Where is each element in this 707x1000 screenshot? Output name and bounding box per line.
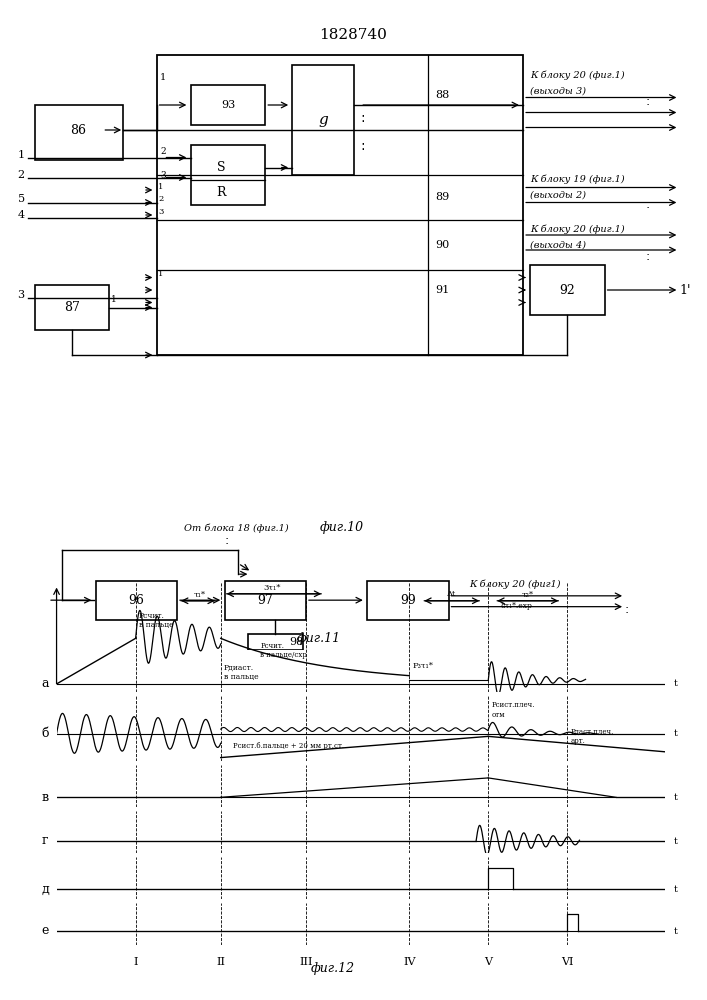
- Text: Рсист.плеч.
отм: Рсист.плеч. отм: [491, 701, 534, 719]
- Text: II: II: [216, 957, 226, 967]
- Text: г: г: [42, 834, 48, 847]
- Bar: [293, 65, 354, 175]
- Text: Рcчит.
в пальце: Рcчит. в пальце: [139, 612, 173, 629]
- Text: 1: 1: [110, 296, 116, 304]
- Text: t: t: [674, 836, 677, 845]
- Text: 99: 99: [400, 594, 416, 607]
- Text: От блока 18 (фиг.1): От блока 18 (фиг.1): [184, 523, 288, 533]
- Text: 1: 1: [158, 183, 163, 191]
- Text: 89: 89: [435, 192, 449, 202]
- Text: К блоку 20 (фиг.1): К блоку 20 (фиг.1): [530, 225, 624, 234]
- Text: Р₃τ₁*: Р₃τ₁*: [412, 661, 433, 669]
- Text: 92: 92: [559, 284, 575, 296]
- Bar: [530, 265, 604, 315]
- Bar: [35, 105, 123, 160]
- Text: Рcчит.
в пальце/сxр: Рcчит. в пальце/сxр: [260, 642, 307, 659]
- Text: 8τ₁*.exp: 8τ₁*.exp: [501, 602, 532, 610]
- Text: б: б: [42, 727, 49, 740]
- Text: :: :: [645, 250, 650, 263]
- Text: :: :: [625, 603, 629, 616]
- Text: 5: 5: [18, 194, 25, 205]
- Text: 96: 96: [129, 594, 144, 607]
- Text: I: I: [134, 957, 138, 967]
- Text: a: a: [42, 677, 49, 690]
- Text: 90: 90: [435, 240, 449, 250]
- Text: 88: 88: [435, 90, 449, 100]
- Text: (выходы 3): (выходы 3): [530, 87, 586, 96]
- Text: 3τ₁*: 3τ₁*: [264, 584, 281, 592]
- Text: К блоку 19 (фиг.1): К блоку 19 (фиг.1): [530, 175, 624, 184]
- Text: фиг.11: фиг.11: [297, 632, 341, 645]
- Text: 1: 1: [158, 270, 163, 278]
- Text: 2: 2: [18, 169, 25, 180]
- Text: К блоку 20 (фиг.1): К блоку 20 (фиг.1): [530, 70, 624, 80]
- Text: :: :: [361, 111, 365, 125]
- Text: S: S: [217, 161, 226, 174]
- Text: 93: 93: [221, 100, 235, 110]
- Bar: [191, 145, 265, 205]
- Text: :: :: [645, 95, 650, 108]
- Text: IV: IV: [403, 957, 416, 967]
- Text: 98: 98: [289, 637, 303, 647]
- Text: 1828740: 1828740: [320, 28, 387, 42]
- Bar: [367, 581, 448, 620]
- Bar: [191, 85, 265, 125]
- Text: g: g: [318, 113, 328, 127]
- Text: R: R: [216, 186, 226, 199]
- Text: :: :: [361, 139, 365, 153]
- Text: t: t: [674, 729, 677, 738]
- Text: :: :: [225, 534, 229, 547]
- Text: Рдиаст.
в пальце: Рдиаст. в пальце: [223, 664, 258, 681]
- Text: (выходы 2): (выходы 2): [530, 190, 586, 200]
- Text: д: д: [42, 883, 49, 896]
- Text: III: III: [299, 957, 312, 967]
- Text: 3: 3: [158, 208, 163, 216]
- Text: 91: 91: [435, 285, 449, 295]
- Text: Рсист.б.пальце + 20 мм рт.ст.: Рсист.б.пальце + 20 мм рт.ст.: [233, 742, 344, 750]
- Bar: [157, 55, 523, 355]
- Text: t: t: [674, 885, 677, 894]
- Text: 1: 1: [18, 149, 25, 159]
- Bar: [225, 581, 306, 620]
- Text: :: :: [645, 198, 650, 211]
- Text: 87: 87: [64, 301, 80, 314]
- Text: Δt: Δt: [447, 590, 457, 598]
- Text: 1': 1': [679, 284, 691, 296]
- Text: 4: 4: [18, 210, 25, 220]
- Bar: [35, 285, 109, 330]
- Text: V: V: [484, 957, 492, 967]
- Text: фиг.12: фиг.12: [310, 962, 354, 975]
- Text: 3: 3: [18, 290, 25, 300]
- Text: 1: 1: [160, 73, 166, 82]
- Text: фиг.10: фиг.10: [320, 521, 363, 534]
- Text: К блоку 20 (фиг1): К блоку 20 (фиг1): [469, 580, 561, 589]
- Text: (выходы 4): (выходы 4): [530, 240, 586, 249]
- Text: 86: 86: [71, 123, 87, 136]
- Bar: [95, 581, 177, 620]
- Text: 2: 2: [158, 195, 163, 203]
- Text: в: в: [42, 791, 49, 804]
- Text: е: е: [42, 924, 49, 938]
- Text: 2: 2: [160, 147, 165, 156]
- Text: VI: VI: [561, 957, 573, 967]
- Text: t: t: [674, 793, 677, 802]
- Text: 97: 97: [257, 594, 273, 607]
- Text: 3: 3: [160, 170, 165, 180]
- Text: τ₁*: τ₁*: [194, 590, 206, 598]
- Bar: [248, 634, 303, 650]
- Text: Рдаст.плеч.
арт.: Рдаст.плеч. арт.: [571, 728, 614, 745]
- Text: t: t: [674, 926, 677, 936]
- Text: t: t: [674, 679, 677, 688]
- Text: τ₂*: τ₂*: [522, 590, 534, 598]
